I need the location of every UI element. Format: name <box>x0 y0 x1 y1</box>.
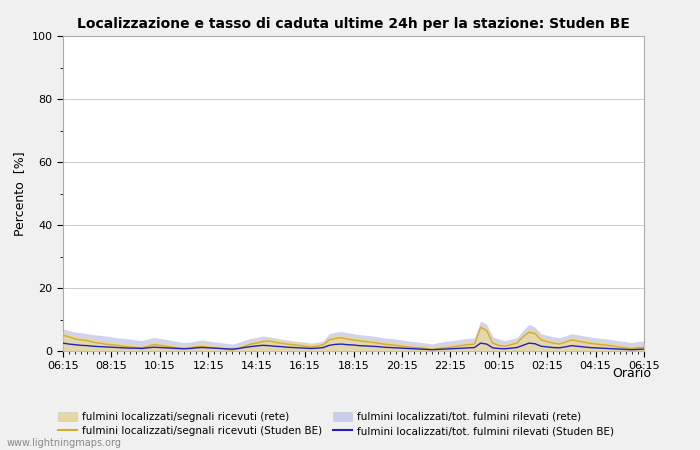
Text: Orario: Orario <box>612 367 651 380</box>
Y-axis label: Percento  [%]: Percento [%] <box>13 151 26 236</box>
Title: Localizzazione e tasso di caduta ultime 24h per la stazione: Studen BE: Localizzazione e tasso di caduta ultime … <box>77 17 630 31</box>
Legend: fulmini localizzati/segnali ricevuti (rete), fulmini localizzati/segnali ricevut: fulmini localizzati/segnali ricevuti (re… <box>54 408 618 440</box>
Text: www.lightningmaps.org: www.lightningmaps.org <box>7 438 122 448</box>
